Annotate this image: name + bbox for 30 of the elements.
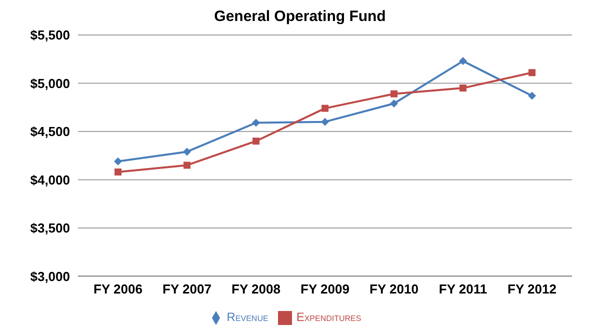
x-tick-label: FY 2007 bbox=[162, 281, 212, 296]
legend-label: Expenditures bbox=[296, 310, 362, 324]
point bbox=[252, 118, 260, 127]
point bbox=[184, 162, 190, 169]
point bbox=[390, 99, 398, 108]
y-tick-label: $3,000 bbox=[30, 268, 70, 284]
x-tick-label: FY 2012 bbox=[508, 281, 556, 296]
point bbox=[460, 84, 466, 92]
point bbox=[322, 104, 328, 112]
point bbox=[183, 148, 191, 156]
point bbox=[252, 138, 260, 145]
point bbox=[459, 57, 467, 66]
x-tick-label: FY 2009 bbox=[300, 281, 350, 296]
point bbox=[114, 157, 122, 166]
legend-label: Revenue bbox=[226, 310, 268, 324]
x-tick-label: FY 2006 bbox=[94, 281, 142, 296]
point bbox=[390, 90, 398, 98]
x-tick-label: FY 2011 bbox=[438, 281, 488, 296]
point bbox=[114, 168, 122, 176]
x-tick-label: FY 2008 bbox=[232, 281, 280, 296]
point bbox=[528, 69, 536, 76]
y-tick-label: $5,000 bbox=[30, 76, 70, 91]
y-tick-label: $5,500 bbox=[30, 28, 70, 43]
x-tick-label: FY 2010 bbox=[370, 281, 418, 296]
y-tick-label: $4,500 bbox=[30, 124, 70, 140]
y-tick-label: $3,500 bbox=[30, 220, 70, 236]
point bbox=[321, 118, 329, 126]
point bbox=[528, 92, 536, 100]
y-tick-label: $4,000 bbox=[30, 172, 70, 188]
chart-title: General Operating Fund bbox=[213, 8, 387, 25]
